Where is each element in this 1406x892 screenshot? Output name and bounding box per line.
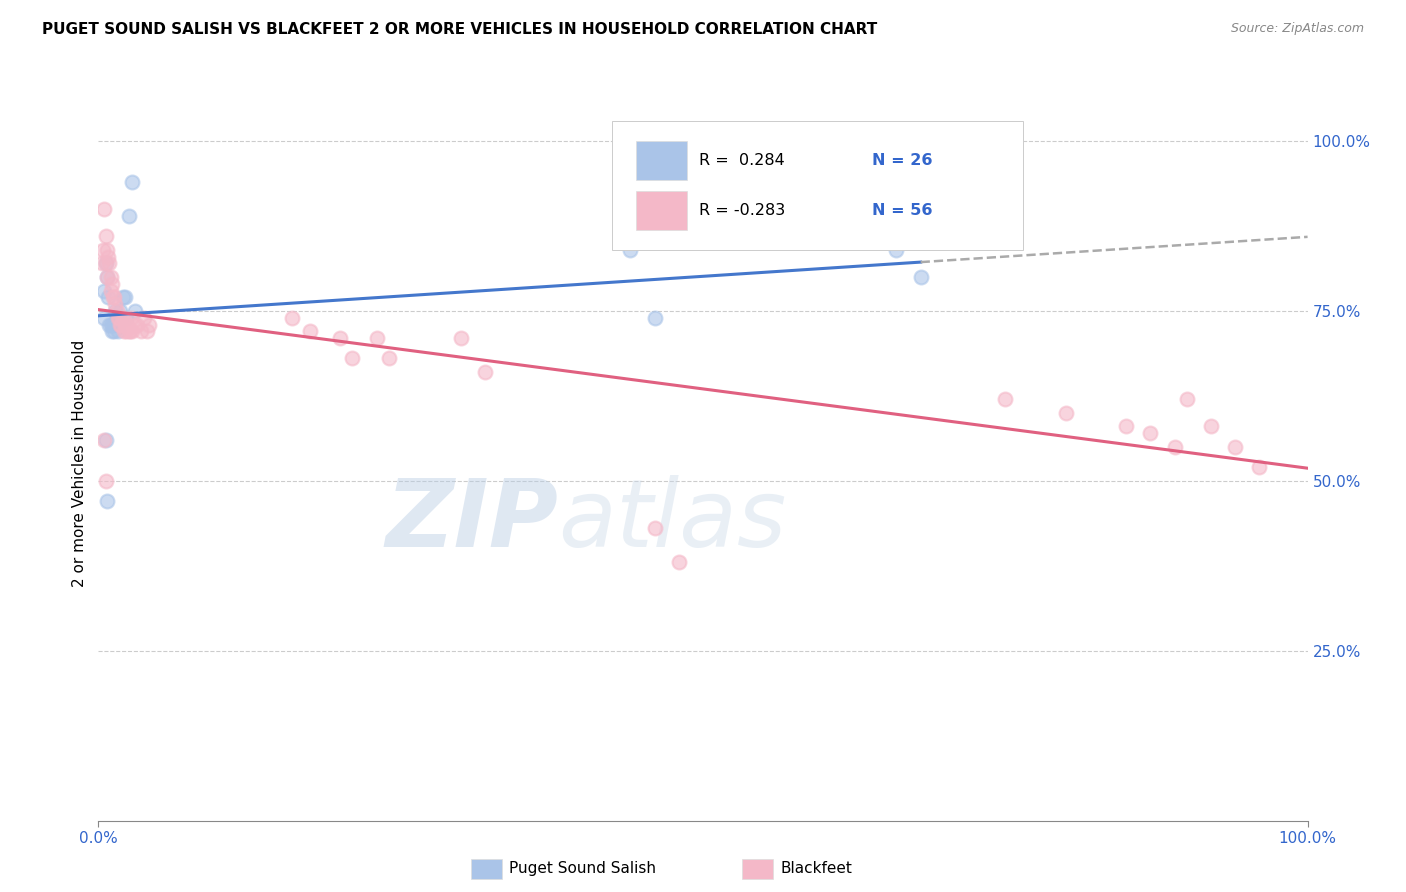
Y-axis label: 2 or more Vehicles in Household: 2 or more Vehicles in Household — [72, 340, 87, 588]
Text: atlas: atlas — [558, 475, 786, 566]
Point — [93, 202, 115, 216]
Point — [124, 318, 146, 332]
Point — [644, 310, 666, 325]
Text: Source: ZipAtlas.com: Source: ZipAtlas.com — [1230, 22, 1364, 36]
FancyBboxPatch shape — [637, 141, 688, 180]
Point — [299, 324, 322, 338]
Point — [114, 290, 136, 304]
Point — [342, 351, 364, 366]
Point — [93, 284, 115, 298]
Point — [1115, 419, 1137, 434]
Point — [329, 331, 352, 345]
Point — [121, 324, 143, 338]
Point — [94, 256, 117, 270]
Point — [94, 433, 117, 447]
Point — [101, 290, 124, 304]
Point — [100, 284, 122, 298]
Point — [115, 310, 138, 325]
Point — [111, 310, 134, 325]
Point — [1139, 426, 1161, 441]
Point — [97, 290, 120, 304]
Text: Blackfeet: Blackfeet — [780, 862, 852, 876]
Point — [104, 297, 127, 311]
Point — [994, 392, 1017, 407]
Point — [619, 243, 641, 257]
Point — [103, 290, 125, 304]
Point — [100, 324, 122, 338]
Point — [450, 331, 472, 345]
Text: R = -0.283: R = -0.283 — [699, 203, 786, 218]
Point — [91, 243, 114, 257]
Point — [281, 310, 304, 325]
Point — [96, 269, 118, 284]
Point — [110, 318, 132, 332]
Text: Puget Sound Salish: Puget Sound Salish — [509, 862, 657, 876]
Text: ZIP: ZIP — [385, 475, 558, 567]
Point — [120, 310, 142, 325]
Point — [103, 324, 125, 338]
FancyBboxPatch shape — [637, 191, 688, 230]
Point — [117, 318, 139, 332]
Point — [100, 318, 122, 332]
Point — [107, 310, 129, 325]
Point — [118, 209, 141, 223]
Point — [668, 555, 690, 569]
Point — [105, 310, 128, 325]
Point — [100, 269, 122, 284]
Text: N = 56: N = 56 — [872, 203, 932, 218]
Point — [138, 318, 160, 332]
Point — [108, 304, 131, 318]
Point — [114, 318, 136, 332]
Point — [112, 324, 135, 338]
Point — [115, 324, 138, 338]
Text: N = 26: N = 26 — [872, 153, 932, 168]
Point — [1163, 440, 1185, 454]
Text: PUGET SOUND SALISH VS BLACKFEET 2 OR MORE VEHICLES IN HOUSEHOLD CORRELATION CHAR: PUGET SOUND SALISH VS BLACKFEET 2 OR MOR… — [42, 22, 877, 37]
Point — [97, 250, 120, 264]
Point — [98, 318, 121, 332]
Point — [108, 310, 131, 325]
Point — [100, 277, 122, 291]
Point — [96, 269, 118, 284]
Point — [474, 365, 496, 379]
Point — [135, 324, 157, 338]
Point — [118, 324, 141, 338]
Point — [93, 310, 115, 325]
Point — [104, 304, 127, 318]
Point — [1249, 460, 1271, 475]
Point — [93, 433, 115, 447]
Point — [96, 494, 118, 508]
Text: R =  0.284: R = 0.284 — [699, 153, 785, 168]
Point — [1199, 419, 1222, 434]
Point — [1175, 392, 1198, 407]
Point — [96, 243, 118, 257]
Point — [129, 324, 152, 338]
Point — [1223, 440, 1246, 454]
Point — [108, 318, 131, 332]
Point — [118, 324, 141, 338]
Point — [94, 256, 117, 270]
Point — [94, 474, 117, 488]
Point — [910, 269, 932, 284]
Point — [1054, 406, 1077, 420]
Point — [127, 318, 149, 332]
Point — [121, 175, 143, 189]
Point — [101, 318, 124, 332]
Point — [886, 243, 908, 257]
Point — [105, 304, 128, 318]
Point — [644, 521, 666, 535]
FancyBboxPatch shape — [613, 121, 1024, 250]
Point — [98, 256, 121, 270]
Point — [366, 331, 388, 345]
Point — [124, 304, 146, 318]
Point — [111, 290, 134, 304]
Point — [377, 351, 399, 366]
Point — [94, 229, 117, 244]
Point — [107, 324, 129, 338]
Point — [91, 256, 114, 270]
Point — [134, 310, 156, 325]
